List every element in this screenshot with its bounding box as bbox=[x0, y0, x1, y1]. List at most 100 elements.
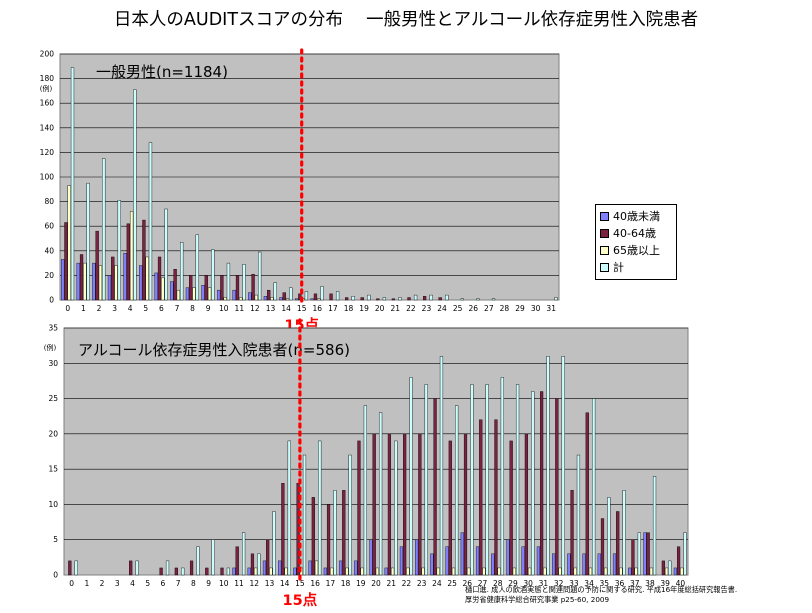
bar-40-64歳 bbox=[204, 275, 208, 301]
bar-40-64歳 bbox=[479, 419, 483, 576]
bar-40歳未満 bbox=[232, 289, 236, 301]
reference-label: 15点 bbox=[284, 317, 319, 330]
bar-計 bbox=[382, 297, 387, 301]
bar-計 bbox=[242, 532, 246, 576]
legend-swatch-under40 bbox=[600, 212, 609, 221]
bar-40歳未満 bbox=[369, 539, 373, 576]
bar-65歳以上 bbox=[114, 265, 118, 301]
bar-計 bbox=[133, 89, 137, 301]
x-tick-label: 36 bbox=[615, 579, 625, 588]
x-tick-label: 1 bbox=[84, 579, 89, 588]
bar-40-64歳 bbox=[235, 546, 239, 576]
x-tick-label: 11 bbox=[235, 304, 245, 313]
x-tick-label: 16 bbox=[310, 579, 320, 588]
x-tick-label: 28 bbox=[500, 304, 510, 313]
legend-swatch-total bbox=[600, 263, 609, 272]
x-tick-label: 40 bbox=[676, 579, 686, 588]
bar-計 bbox=[394, 440, 398, 576]
bar-40-64歳 bbox=[433, 398, 437, 576]
bar-40歳未満 bbox=[491, 553, 495, 576]
bar-65歳以上 bbox=[98, 265, 103, 301]
bar-40-64歳 bbox=[173, 269, 177, 301]
x-tick-label: 29 bbox=[508, 579, 518, 588]
bar-計 bbox=[226, 567, 230, 576]
x-tick-label: 23 bbox=[422, 304, 432, 313]
bar-65歳以上 bbox=[664, 567, 669, 576]
y-tick-label: 140 bbox=[40, 123, 55, 132]
x-tick-label: 5 bbox=[143, 304, 148, 313]
bar-40歳未満 bbox=[430, 553, 434, 576]
bar-40歳未満 bbox=[582, 553, 586, 576]
bar-65歳以上 bbox=[451, 567, 456, 576]
legend-swatch-40-64 bbox=[600, 229, 609, 238]
bar-計 bbox=[102, 158, 106, 301]
bar-計 bbox=[531, 391, 535, 576]
bar-40-64歳 bbox=[391, 298, 396, 301]
x-tick-label: 25 bbox=[447, 579, 457, 588]
bar-65歳以上 bbox=[391, 567, 395, 576]
bar-40-64歳 bbox=[159, 567, 163, 576]
bar-40歳未満 bbox=[263, 296, 268, 301]
bar-65歳以上 bbox=[512, 567, 516, 576]
bar-計 bbox=[455, 405, 459, 576]
bar-40-64歳 bbox=[329, 293, 333, 301]
bar-計 bbox=[652, 475, 657, 576]
bar-65歳以上 bbox=[543, 567, 547, 576]
bar-計 bbox=[491, 298, 496, 301]
bar-65歳以上 bbox=[270, 297, 274, 301]
x-tick-label: 23 bbox=[417, 579, 427, 588]
legend-item-65plus: 65歳以上 bbox=[600, 242, 672, 259]
x-tick-label: 27 bbox=[478, 579, 488, 588]
bar-計 bbox=[470, 384, 474, 576]
bar-40-64歳 bbox=[282, 292, 286, 301]
x-tick-label: 19 bbox=[356, 579, 366, 588]
bar-計 bbox=[561, 356, 565, 576]
x-tick-label: 37 bbox=[630, 579, 640, 588]
y-tick-label: 30 bbox=[48, 359, 58, 368]
bar-40歳未満 bbox=[293, 567, 297, 576]
x-tick-label: 10 bbox=[219, 304, 229, 313]
bar-計 bbox=[287, 440, 291, 576]
x-tick-label: 20 bbox=[375, 304, 385, 313]
bar-65歳以上 bbox=[254, 294, 258, 301]
bar-計 bbox=[226, 262, 231, 301]
bar-計 bbox=[367, 294, 371, 301]
bar-40-64歳 bbox=[266, 539, 270, 576]
bar-計 bbox=[181, 567, 185, 576]
bar-65歳以上 bbox=[345, 567, 349, 576]
x-tick-label: 18 bbox=[341, 579, 351, 588]
x-tick-label: 28 bbox=[493, 579, 503, 588]
bar-40歳未満 bbox=[278, 560, 282, 576]
bar-65歳以上 bbox=[527, 567, 532, 576]
x-tick-label: 18 bbox=[344, 304, 354, 313]
bar-計 bbox=[117, 200, 121, 301]
bar-計 bbox=[165, 560, 170, 576]
bar-65歳以上 bbox=[482, 567, 486, 576]
bar-40歳未満 bbox=[536, 546, 541, 576]
y-tick-label: 20 bbox=[48, 429, 58, 438]
y-axis-unit-label: (例) bbox=[40, 84, 53, 93]
bar-40-64歳 bbox=[676, 546, 681, 576]
y-tick-label: 160 bbox=[40, 99, 55, 108]
bar-65歳以上 bbox=[634, 567, 638, 576]
bar-40-64歳 bbox=[463, 433, 468, 576]
bar-計 bbox=[74, 560, 78, 576]
x-tick-label: 7 bbox=[176, 579, 181, 588]
bar-計 bbox=[335, 291, 340, 301]
bar-40-64歳 bbox=[585, 412, 589, 576]
bar-40歳未満 bbox=[673, 567, 677, 576]
bar-40-64歳 bbox=[631, 539, 635, 576]
y-tick-label: 25 bbox=[48, 394, 58, 403]
bar-計 bbox=[289, 287, 293, 301]
bar-40-64歳 bbox=[418, 433, 422, 576]
bar-40-64歳 bbox=[235, 275, 240, 301]
bar-40歳未満 bbox=[61, 259, 65, 301]
legend-label-under40: 40歳未満 bbox=[613, 210, 660, 223]
bar-40-64歳 bbox=[448, 440, 452, 576]
bar-40-64歳 bbox=[267, 289, 271, 301]
x-tick-label: 4 bbox=[128, 304, 133, 313]
x-tick-label: 14 bbox=[281, 304, 291, 313]
x-tick-label: 6 bbox=[159, 304, 164, 313]
